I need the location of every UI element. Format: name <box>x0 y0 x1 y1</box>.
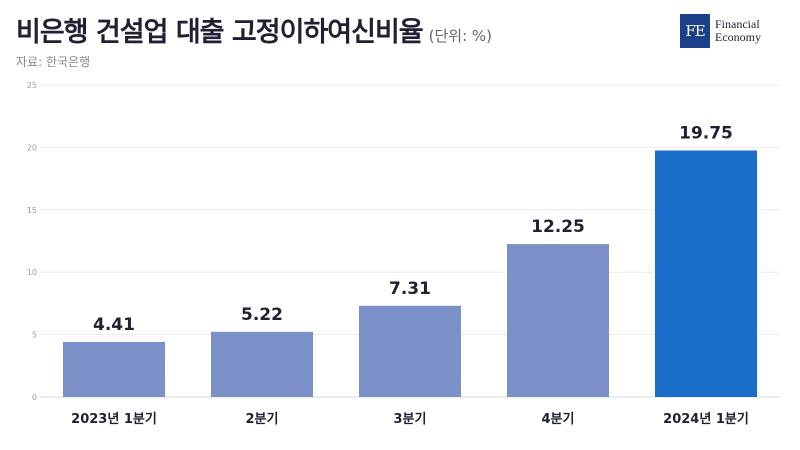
y-tick-label: 5 <box>32 331 37 340</box>
x-tick-label: 2024년 1분기 <box>663 412 749 427</box>
chart-title: 비은행 건설업 대출 고정이하여신비율 <box>16 17 424 48</box>
logo-text: Financial Economy <box>715 18 761 44</box>
bar <box>655 150 757 397</box>
data-label: 4.41 <box>93 315 135 335</box>
logo-line-2: Economy <box>715 30 761 44</box>
data-label: 5.22 <box>241 305 283 325</box>
logo-line-1: Financial <box>715 17 760 31</box>
unit-label: (단위: %) <box>428 27 493 45</box>
data-label: 19.75 <box>679 124 733 144</box>
y-tick-label: 0 <box>32 393 37 402</box>
bar <box>359 305 461 397</box>
source-label: 자료: 한국은행 <box>16 55 91 69</box>
x-tick-label: 3분기 <box>394 412 427 427</box>
title-group: 비은행 건설업 대출 고정이하여신비율 (단위: %) <box>16 10 492 49</box>
data-label: 7.31 <box>389 279 431 299</box>
y-tick-label: 10 <box>27 268 37 277</box>
data-label: 12.25 <box>531 217 585 237</box>
bar <box>63 341 165 397</box>
x-tick-label: 2분기 <box>246 412 279 427</box>
logo-mark: FE <box>680 14 710 48</box>
bar <box>211 331 313 397</box>
x-tick-label: 2023년 1분기 <box>71 412 157 427</box>
y-tick-label: 25 <box>27 81 37 90</box>
bar <box>507 244 609 397</box>
brand-logo: FE Financial Economy <box>680 14 761 48</box>
x-tick-label: 4분기 <box>542 412 575 427</box>
y-tick-label: 15 <box>27 206 37 215</box>
y-tick-label: 20 <box>27 143 37 152</box>
